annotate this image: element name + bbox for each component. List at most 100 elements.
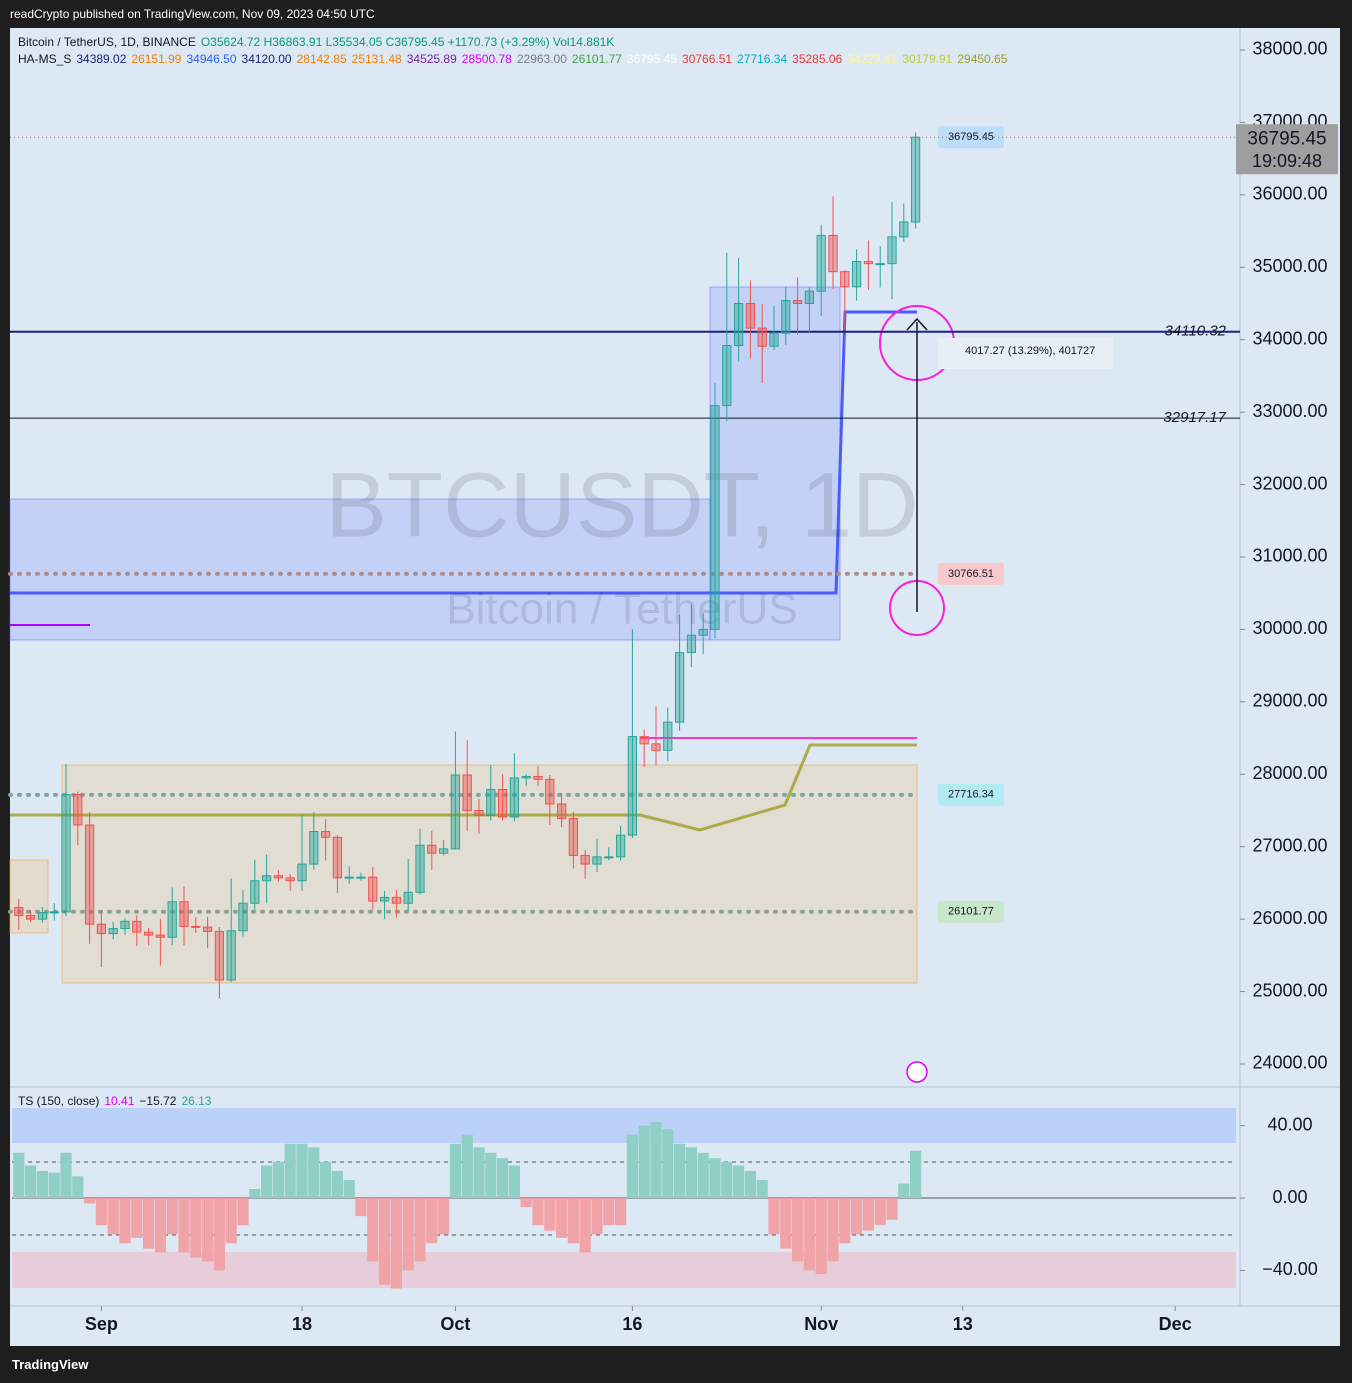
legend-value: 29450.65 [957, 52, 1008, 66]
measure-label: 4017.27 (13.29%), 401727 [965, 345, 1095, 357]
candle-body [804, 290, 815, 304]
legend-value: 34120.00 [241, 52, 292, 66]
measure-box [938, 338, 1113, 369]
y-tick-label: 38000.00 [1252, 39, 1327, 59]
osc-bar [555, 1198, 568, 1238]
osc-bar [709, 1158, 721, 1199]
osc-bar [697, 1152, 709, 1199]
osc-bar [390, 1198, 403, 1289]
candle-body [261, 875, 272, 882]
y-tick-label: 24000.00 [1252, 1053, 1327, 1073]
legend-value: 34389.02 [76, 52, 127, 66]
candle-body [167, 901, 177, 938]
legend-value: 26.13 [181, 1094, 212, 1108]
y-tick-label: 35000.00 [1252, 256, 1327, 276]
osc-bar [898, 1183, 910, 1199]
candle-body [427, 844, 437, 854]
candle-body [792, 300, 803, 304]
candle-body [816, 234, 826, 292]
osc-bar [331, 1170, 344, 1199]
candle-body [214, 930, 225, 981]
osc-bar [768, 1198, 780, 1235]
candle-body [344, 876, 354, 879]
range-zone [9, 859, 49, 934]
x-tick-label: Sep [85, 1314, 118, 1334]
candle-body [875, 263, 885, 266]
x-tick-label: Oct [440, 1314, 470, 1334]
osc-legend: TS (150, close) 10.41 −15.72 26.13 [18, 1094, 216, 1108]
candle-body [863, 260, 874, 265]
osc-bar [827, 1198, 839, 1262]
candle-body [910, 136, 921, 223]
osc-bar [485, 1152, 497, 1199]
candle-body [132, 920, 142, 933]
osc-bar [626, 1134, 639, 1199]
x-tick-label: 16 [622, 1314, 642, 1334]
osc-bar [461, 1134, 473, 1199]
osc-bar [732, 1165, 745, 1199]
legend-ohlc: O35624.72 H36863.91 L35534.05 C36795.45 … [200, 35, 615, 49]
candle-body [202, 926, 213, 932]
osc-bar [308, 1147, 320, 1199]
osc-bar [449, 1143, 462, 1199]
candle-body [403, 891, 413, 904]
candle-body [450, 774, 461, 850]
level-label: 32917.17 [1163, 409, 1226, 426]
legend-value: 34525.89 [406, 52, 457, 66]
osc-bar [131, 1198, 143, 1238]
candle-body [320, 830, 331, 838]
osc-bar [119, 1198, 131, 1244]
candle-body [238, 902, 248, 932]
legend-value: −15.72 [139, 1094, 177, 1108]
osc-bar [296, 1143, 308, 1199]
price-tag-label: 27716.34 [948, 789, 994, 801]
osc-bar [414, 1198, 426, 1262]
osc-bar [473, 1147, 485, 1199]
candle-body [37, 912, 48, 920]
osc-bar [815, 1198, 827, 1275]
candle-body [497, 788, 508, 818]
y-tick-label: 32000.00 [1252, 473, 1327, 493]
candle-body [368, 876, 378, 902]
candle-body [828, 234, 838, 273]
candle-body [887, 236, 897, 265]
candle-body [486, 788, 496, 817]
osc-bar [650, 1122, 662, 1199]
osc-bar [48, 1172, 60, 1199]
footer: TradingView [12, 1357, 89, 1372]
candle-body [710, 405, 720, 630]
candle-body [533, 775, 543, 780]
candle-body [781, 300, 791, 334]
osc-bar [378, 1198, 391, 1285]
candle-body [356, 876, 366, 879]
osc-bar [437, 1198, 450, 1235]
candle-body [651, 743, 661, 751]
y-tick-label: 30000.00 [1252, 618, 1327, 638]
candle-body [61, 794, 71, 913]
legend-value: 28500.78 [461, 52, 512, 66]
y-tick-label: 27000.00 [1252, 835, 1327, 855]
price-tag [938, 900, 1004, 923]
osc-bar [367, 1198, 379, 1262]
legend-value: 28142.85 [296, 52, 347, 66]
candle-body [556, 803, 567, 819]
osc-bar [780, 1198, 792, 1249]
candle-body [604, 856, 614, 859]
candle-body [840, 271, 850, 288]
legend-value: 30766.51 [682, 52, 733, 66]
level-label: 34110.32 [1165, 323, 1227, 340]
y-tick-label: 0.00 [1272, 1187, 1307, 1207]
x-tick-label: Nov [804, 1314, 838, 1334]
y-tick-label: 31000.00 [1252, 546, 1327, 566]
osc-bar [426, 1198, 438, 1244]
candle-body [273, 875, 284, 879]
osc-bar [260, 1165, 273, 1199]
osc-bar [862, 1198, 875, 1231]
demand-zone [9, 498, 711, 641]
osc-bar [343, 1179, 355, 1199]
y-tick-label: 26000.00 [1252, 908, 1327, 928]
osc-bar [520, 1198, 532, 1208]
legend-value: 34229.41 [847, 52, 898, 66]
osc-bar [72, 1176, 84, 1199]
